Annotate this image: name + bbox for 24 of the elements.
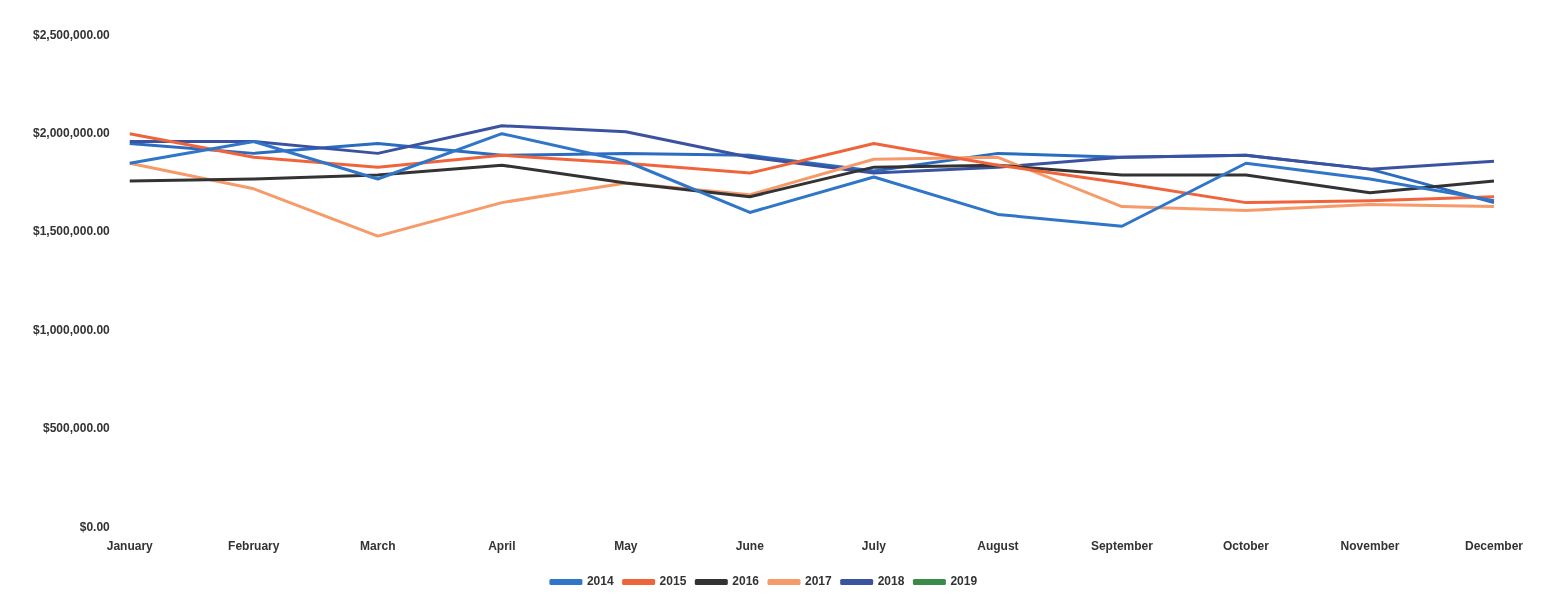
x-tick-label: March bbox=[360, 539, 396, 554]
x-tick-label: November bbox=[1340, 539, 1400, 554]
legend-label: 2015 bbox=[659, 574, 687, 589]
x-tick-label: June bbox=[735, 539, 765, 554]
legend-label: 2019 bbox=[950, 574, 978, 589]
x-tick-label: December bbox=[1464, 539, 1524, 554]
legend-label: 2016 bbox=[732, 574, 760, 589]
x-tick-label: May bbox=[614, 539, 638, 554]
x-tick-label: January bbox=[106, 539, 154, 554]
x-tick-label: September bbox=[1090, 539, 1154, 554]
x-tick-label: October bbox=[1222, 539, 1270, 554]
x-tick-label: April bbox=[488, 539, 516, 554]
legend-label: 2018 bbox=[877, 574, 905, 589]
x-tick-label: August bbox=[977, 539, 1019, 554]
y-tick-label: $500,000.00 bbox=[43, 421, 111, 436]
y-tick-label: $2,000,000.00 bbox=[32, 125, 111, 140]
y-tick-label: $1,500,000.00 bbox=[32, 224, 111, 239]
x-tick-label: February bbox=[228, 539, 280, 554]
legend-label: 2014 bbox=[586, 574, 614, 589]
y-tick-label: $2,500,000.00 bbox=[32, 27, 111, 42]
y-tick-label: $0.00 bbox=[79, 519, 111, 534]
x-tick-label: July bbox=[861, 539, 887, 554]
legend-label: 2017 bbox=[805, 574, 833, 589]
y-tick-label: $1,000,000.00 bbox=[32, 322, 111, 337]
